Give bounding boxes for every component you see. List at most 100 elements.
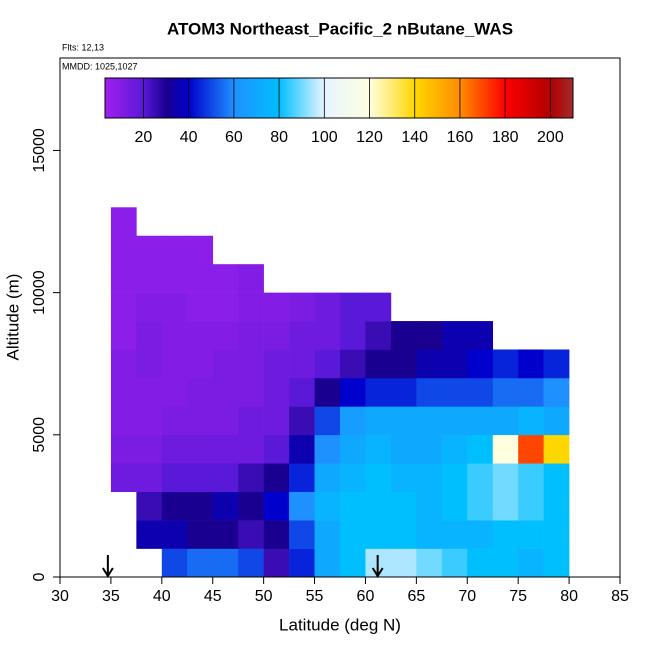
heatmap-cell <box>161 264 188 293</box>
heatmap-cell <box>136 434 163 464</box>
heatmap-cell <box>467 321 494 350</box>
heatmap-cell <box>263 321 290 350</box>
heatmap-cell <box>110 235 137 265</box>
heatmap-cell <box>136 292 163 322</box>
heatmap-cell <box>238 321 264 350</box>
heatmap-cell <box>492 406 519 436</box>
x-tick-label: 60 <box>357 588 375 605</box>
heatmap-cell <box>187 377 214 407</box>
heatmap-cell <box>289 548 315 578</box>
heatmap-cell <box>212 292 239 322</box>
heatmap-cell <box>187 548 214 578</box>
heatmap-cell <box>212 321 239 350</box>
heatmap-cell <box>289 349 315 379</box>
heatmap-cell <box>161 235 188 265</box>
heatmap-cell <box>365 377 392 407</box>
colorbar-tick-label: 100 <box>311 129 338 146</box>
heatmap-cell <box>136 377 163 407</box>
heatmap-cell <box>416 377 443 407</box>
heatmap-cell <box>340 491 366 521</box>
heatmap-cell <box>263 349 290 379</box>
heatmap-cell <box>136 321 163 350</box>
heatmap-cell <box>314 406 341 436</box>
heatmap-cell <box>161 520 188 549</box>
arrow <box>371 555 384 578</box>
heatmap-cell <box>416 520 443 549</box>
heatmap-cell <box>543 548 570 578</box>
heatmap-cell <box>110 434 137 464</box>
heatmap-cell <box>441 349 468 379</box>
heatmap-cell <box>187 491 214 521</box>
heatmap-cell <box>136 235 163 265</box>
colorbar-tick-label: 160 <box>447 129 474 146</box>
heatmap-cell <box>238 406 264 436</box>
heatmap-cell <box>314 292 341 322</box>
heatmap-cell <box>340 520 366 549</box>
heatmap-cell <box>492 434 519 464</box>
heatmap-cell <box>518 377 544 407</box>
heatmap-cell <box>263 377 290 407</box>
heatmap-cell <box>518 520 544 549</box>
heatmap-cell <box>518 349 544 379</box>
chart-title: ATOM3 Northeast_Pacific_2 nButane_WAS <box>167 19 513 38</box>
heatmap-cell <box>340 406 366 436</box>
heatmap-cell <box>212 491 239 521</box>
heatmap-cell <box>238 434 264 464</box>
heatmap-cell <box>492 377 519 407</box>
heatmap-cell <box>187 264 214 293</box>
heatmap-cell <box>340 463 366 492</box>
heatmap-cell <box>314 434 341 464</box>
heatmap-cell <box>238 264 264 293</box>
heatmap-cell <box>289 463 315 492</box>
heatmap-cell <box>467 349 494 379</box>
heatmap-cell <box>441 406 468 436</box>
heatmap-cell <box>340 321 366 350</box>
colorbar-tick-label: 180 <box>492 129 519 146</box>
plot-frame <box>59 57 621 578</box>
heatmap-cell <box>467 520 494 549</box>
heatmap-cell <box>390 520 417 549</box>
heatmap-cell <box>136 264 163 293</box>
heatmap-cell <box>365 434 392 464</box>
heatmap-cell <box>212 434 239 464</box>
colorbar-tick-label: 80 <box>270 129 288 146</box>
heatmap-cell <box>187 520 214 549</box>
heatmap-cell <box>441 520 468 549</box>
heatmap-cell <box>543 434 570 464</box>
x-tick-label: 30 <box>51 588 69 605</box>
heatmap-cell <box>263 520 290 549</box>
heatmap-cell <box>518 548 544 578</box>
heatmap-cell <box>492 349 519 379</box>
x-axis-label: Latitude (deg N) <box>279 615 401 634</box>
heatmap-cell <box>416 406 443 436</box>
heatmap-cell <box>161 349 188 379</box>
heatmap-cell <box>136 491 163 521</box>
heatmap-cell <box>110 377 137 407</box>
heatmap-cell <box>518 434 544 464</box>
heatmap-cell <box>390 406 417 436</box>
heatmap-cell <box>238 548 264 578</box>
heatmap-cell <box>314 520 341 549</box>
heatmap-cell <box>212 377 239 407</box>
heatmap-cell <box>365 520 392 549</box>
heatmap-cell <box>390 463 417 492</box>
x-tick-label: 50 <box>255 588 273 605</box>
flights-label: Flts: 12,13 <box>62 42 104 52</box>
heatmap-cell <box>187 235 214 265</box>
y-tick-label: 0 <box>31 572 48 581</box>
colorbar-tick-label: 40 <box>180 129 198 146</box>
heatmap-cell <box>238 377 264 407</box>
heatmap-cell <box>289 406 315 436</box>
heatmap-cell <box>212 548 239 578</box>
heatmap-cell <box>441 491 468 521</box>
heatmap-cell <box>416 491 443 521</box>
heatmap-cell <box>314 349 341 379</box>
x-tick-label: 55 <box>306 588 324 605</box>
heatmap-cell <box>441 434 468 464</box>
heatmap-cell <box>212 463 239 492</box>
heatmap-cell <box>187 434 214 464</box>
heatmap-cell <box>238 463 264 492</box>
heatmap-cell <box>340 434 366 464</box>
heatmap-cell <box>340 292 366 322</box>
